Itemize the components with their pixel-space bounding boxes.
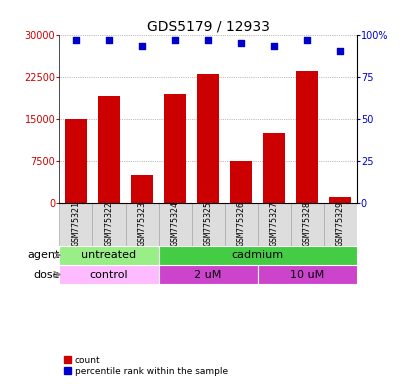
Bar: [158, 265, 257, 284]
Bar: [131, 175, 153, 204]
Bar: [257, 204, 290, 246]
Point: [171, 36, 178, 43]
Text: GSM775321: GSM775321: [71, 201, 80, 246]
Bar: [59, 246, 158, 265]
Text: 2 uM: 2 uM: [194, 270, 221, 280]
Bar: [323, 204, 356, 246]
Point: [204, 36, 211, 43]
Bar: [224, 204, 257, 246]
Bar: [59, 265, 158, 284]
Text: dose: dose: [33, 270, 59, 280]
Text: GSM775322: GSM775322: [104, 201, 113, 246]
Title: GDS5179 / 12933: GDS5179 / 12933: [146, 20, 269, 33]
Bar: [296, 71, 317, 204]
Text: GSM775323: GSM775323: [137, 201, 146, 246]
Text: GSM775324: GSM775324: [170, 201, 179, 246]
Bar: [290, 204, 323, 246]
Bar: [65, 119, 86, 204]
Text: GSM775325: GSM775325: [203, 201, 212, 246]
Bar: [92, 204, 125, 246]
Point: [237, 40, 244, 46]
Text: agent: agent: [27, 250, 59, 260]
Point: [270, 43, 277, 50]
Text: GSM775328: GSM775328: [302, 201, 311, 246]
Text: GSM775327: GSM775327: [269, 201, 278, 246]
Bar: [230, 161, 251, 204]
Text: control: control: [90, 270, 128, 280]
Bar: [197, 74, 218, 204]
Text: GSM775329: GSM775329: [335, 201, 344, 246]
Bar: [191, 204, 224, 246]
Point: [138, 43, 145, 50]
Point: [106, 36, 112, 43]
Text: cadmium: cadmium: [231, 250, 283, 260]
Bar: [263, 133, 284, 204]
Bar: [158, 246, 356, 265]
Bar: [59, 204, 92, 246]
Bar: [98, 96, 119, 204]
Bar: [329, 197, 350, 204]
Bar: [125, 204, 158, 246]
Bar: [158, 204, 191, 246]
Bar: [257, 265, 356, 284]
Point: [303, 36, 310, 43]
Legend: count, percentile rank within the sample: count, percentile rank within the sample: [64, 356, 227, 376]
Text: untreated: untreated: [81, 250, 136, 260]
Point: [336, 48, 343, 55]
Point: [72, 36, 79, 43]
Bar: [164, 94, 185, 204]
Text: 10 uM: 10 uM: [289, 270, 324, 280]
Text: GSM775326: GSM775326: [236, 201, 245, 246]
